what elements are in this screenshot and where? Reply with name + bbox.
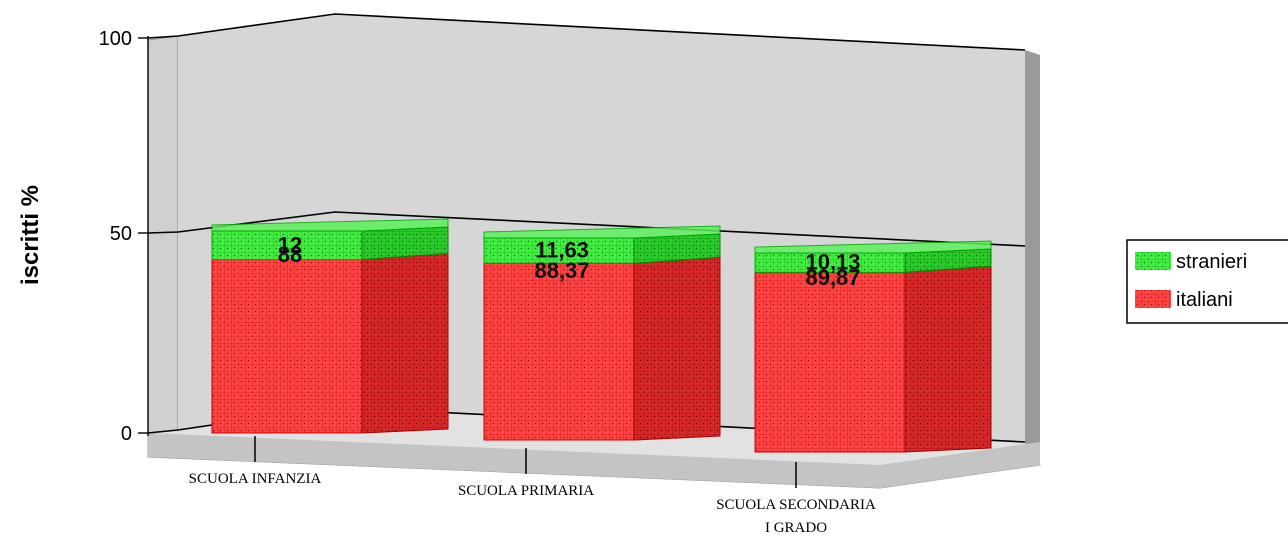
bar-stranieri-0 bbox=[211, 230, 363, 261]
data-label-stranieri-2: 10,13 bbox=[805, 250, 860, 275]
bar-stranieri-side-0 bbox=[361, 226, 449, 261]
bar-stranieri-1 bbox=[483, 237, 635, 264]
bar-italiani-0 bbox=[211, 259, 363, 434]
legend-swatch-italiani bbox=[1135, 290, 1171, 308]
bar-italiani-side-2 bbox=[904, 265, 992, 453]
category-label-2-line-1: I GRADO bbox=[765, 520, 827, 536]
category-labels: SCUOLA INFANZIA SCUOLA PRIMARIA SCUOLA SEC… bbox=[189, 436, 876, 536]
y-axis: 0 50 100 bbox=[99, 28, 149, 445]
legend-swatch-stranieri bbox=[1135, 252, 1171, 270]
legend: stranieri italiani bbox=[1126, 239, 1288, 324]
legend-label-italiani: italiani bbox=[1176, 289, 1233, 311]
gridline-100 bbox=[147, 13, 1026, 51]
category-label-1: SCUOLA PRIMARIA bbox=[458, 483, 594, 499]
bar-italiani-side-0 bbox=[361, 252, 449, 434]
data-label-italiani-2: 89,87 bbox=[805, 265, 860, 290]
y-tick-label-0: 0 bbox=[121, 423, 132, 445]
bar-italiani-2 bbox=[754, 271, 906, 453]
bar-top-1 bbox=[483, 225, 721, 239]
data-label-italiani-0: 88 bbox=[278, 242, 302, 267]
category-label-2-line-0: SCUOLA SECONDARIA bbox=[716, 497, 876, 513]
y-tick-label-100: 100 bbox=[99, 28, 132, 50]
category-label-0: SCUOLA INFANZIA bbox=[189, 471, 322, 487]
bar-top-2 bbox=[754, 240, 992, 254]
data-label-italiani-1: 88,37 bbox=[534, 258, 589, 283]
y-axis-label: iscritti % bbox=[17, 185, 44, 285]
data-label-stranieri-0: 12 bbox=[278, 232, 302, 257]
bar-top-0 bbox=[211, 218, 449, 232]
bar-italiani-1 bbox=[483, 262, 635, 441]
bar-italiani-side-1 bbox=[633, 256, 721, 441]
y-tick-label-50: 50 bbox=[110, 223, 132, 245]
data-label-stranieri-1: 11,63 bbox=[535, 238, 589, 263]
legend-label-stranieri: stranieri bbox=[1176, 251, 1247, 273]
